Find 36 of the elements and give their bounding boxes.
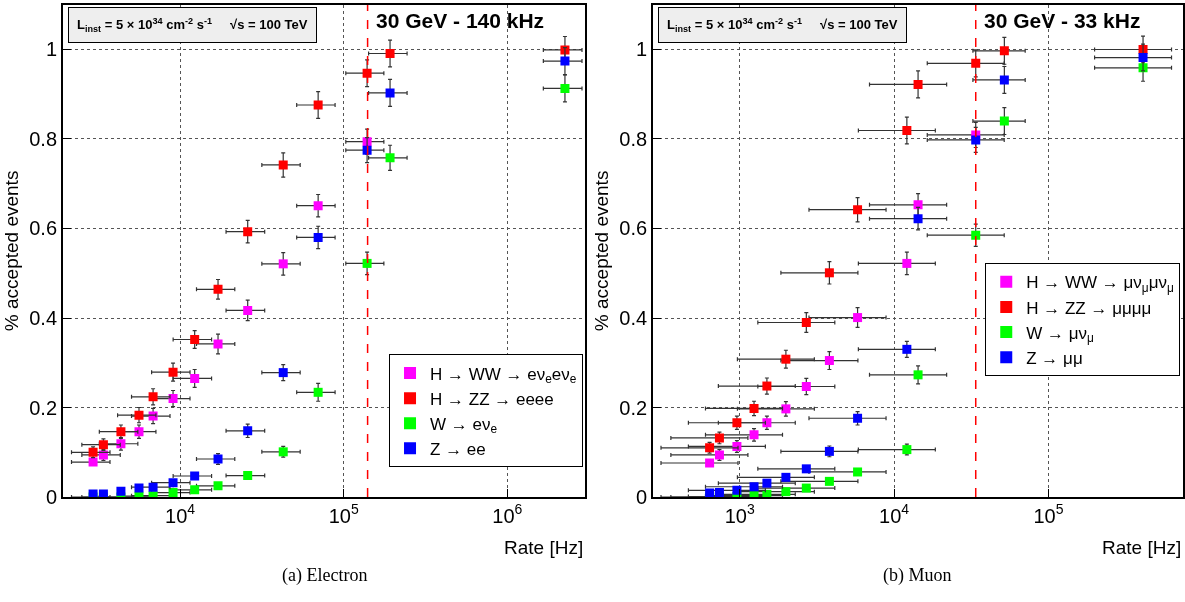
- legend-label: H → WW → eν$_{e}$eν$_{e}$: [430, 364, 577, 387]
- x-tick-label: 10$^{5}$: [1033, 501, 1064, 527]
- x-tick-label: 10$^{4}$: [165, 501, 196, 527]
- y-tick-label: 0: [45, 486, 58, 509]
- text: (b) Muon: [883, 565, 952, 586]
- y-tick-label: 0.2: [29, 396, 58, 419]
- legend-label: Z → μμ: [1026, 348, 1083, 368]
- y-axis-title: % accepted events: [590, 170, 612, 332]
- legend-label: H → WW → μν$_{μ}$μν$_{μ}$: [1026, 273, 1174, 296]
- y-tick-label: 0.8: [619, 127, 648, 150]
- x-axis-title: Rate [Hz]: [504, 537, 584, 558]
- text: L$_{inst}$ = 5 × 10$^{34}$ cm$^{-2}$ s$^{-1}$ √s = 100 TeV: [667, 16, 898, 35]
- text: L$_{inst}$ = 5 × 10$^{34}$ cm$^{-2}$ s$^{-1}$ √s = 100 TeV: [77, 16, 308, 35]
- legend-label: W → eν$_{e}$: [430, 414, 498, 437]
- y-tick-label: 1: [636, 38, 648, 61]
- ref-line-label: 30 GeV - 33 kHz: [984, 9, 1141, 32]
- y-axis-title: % accepted events: [0, 170, 22, 332]
- y-tick-label: 0.6: [619, 217, 648, 240]
- y-tick-label: 0.8: [29, 127, 58, 150]
- y-tick-label: 0.6: [29, 217, 58, 240]
- text: (a) Electron: [282, 565, 368, 586]
- x-tick-label: 10$^{4}$: [879, 501, 910, 527]
- x-tick-label: 10$^{5}$: [328, 501, 359, 527]
- x-tick-label: 10$^{6}$: [492, 501, 523, 527]
- legend-label: H → ZZ → μμμμ: [1026, 298, 1152, 318]
- y-tick-label: 0.4: [619, 307, 648, 330]
- y-tick-label: 0.2: [619, 396, 648, 419]
- legend-label: W → μν$_{μ}$: [1026, 323, 1094, 346]
- x-tick-label: 10$^{3}$: [724, 501, 755, 527]
- x-axis-title: Rate [Hz]: [1102, 537, 1182, 558]
- ref-line-label: 30 GeV - 140 kHz: [376, 9, 545, 32]
- y-tick-label: 0: [636, 486, 648, 509]
- y-tick-label: 1: [45, 38, 58, 61]
- legend-label: Z → ee: [430, 439, 486, 459]
- y-tick-label: 0.4: [29, 307, 58, 330]
- legend-label: H → ZZ → eeee: [430, 389, 554, 409]
